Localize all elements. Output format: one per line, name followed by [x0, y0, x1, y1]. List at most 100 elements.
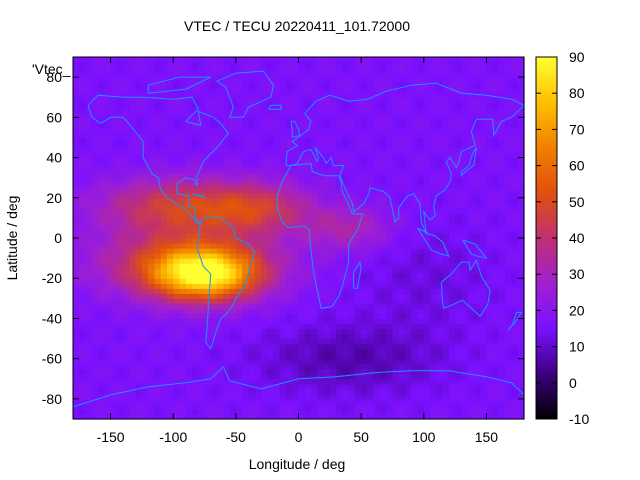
- heatmap-cell: [248, 348, 256, 355]
- heatmap-cell: [129, 368, 137, 375]
- heatmap-cell: [166, 162, 174, 169]
- heatmap-cell: [135, 348, 143, 355]
- heatmap-cell: [505, 288, 513, 294]
- heatmap-cell: [267, 268, 275, 274]
- heatmap-cell: [248, 413, 256, 420]
- heatmap-cell: [154, 328, 162, 335]
- heatmap-cell: [411, 248, 419, 254]
- heatmap-cell: [467, 152, 475, 159]
- heatmap-cell: [91, 403, 99, 410]
- heatmap-cell: [304, 92, 312, 98]
- heatmap-cell: [173, 67, 181, 73]
- heatmap-cell: [129, 172, 137, 179]
- heatmap-cell: [329, 192, 337, 199]
- heatmap-cell: [304, 62, 312, 68]
- heatmap-cell: [229, 288, 237, 294]
- heatmap-cell: [173, 393, 181, 400]
- heatmap-cell: [285, 87, 293, 93]
- heatmap-cell: [154, 232, 162, 239]
- heatmap-cell: [242, 343, 249, 350]
- heatmap-cell: [398, 348, 406, 355]
- heatmap-cell: [298, 363, 306, 370]
- heatmap-cell: [135, 328, 143, 335]
- heatmap-cell: [455, 313, 462, 320]
- heatmap-cell: [192, 348, 199, 355]
- heatmap-cell: [254, 283, 262, 289]
- heatmap-cell: [260, 217, 268, 224]
- heatmap-cell: [486, 137, 494, 144]
- heatmap-cell: [98, 383, 105, 390]
- heatmap-cell: [166, 298, 174, 304]
- heatmap-cell: [104, 408, 112, 415]
- heatmap-cell: [373, 258, 381, 264]
- heatmap-cell: [229, 283, 237, 289]
- heatmap-cell: [98, 147, 105, 154]
- heatmap-cell: [267, 177, 275, 184]
- heatmap-cell: [467, 333, 475, 340]
- heatmap-cell: [217, 333, 224, 340]
- heatmap-cell: [210, 157, 218, 164]
- heatmap-cell: [91, 333, 99, 340]
- heatmap-cell: [348, 142, 356, 149]
- heatmap-cell: [73, 137, 80, 144]
- heatmap-cell: [386, 137, 394, 144]
- heatmap-cell: [110, 258, 118, 264]
- heatmap-cell: [135, 398, 143, 405]
- heatmap-cell: [323, 122, 331, 128]
- heatmap-cell: [273, 243, 281, 249]
- heatmap-cell: [235, 293, 243, 299]
- heatmap-cell: [248, 398, 256, 405]
- heatmap-cell: [423, 313, 431, 320]
- heatmap-cell: [73, 293, 80, 299]
- heatmap-cell: [85, 343, 93, 350]
- heatmap-cell: [430, 152, 437, 159]
- heatmap-cell: [85, 107, 93, 113]
- heatmap-cell: [104, 318, 112, 325]
- heatmap-cell: [398, 62, 406, 68]
- heatmap-cell: [492, 162, 500, 169]
- heatmap-cell: [242, 117, 249, 123]
- heatmap-cell: [354, 162, 362, 169]
- heatmap-cell: [154, 142, 162, 149]
- heatmap-cell: [492, 142, 500, 149]
- heatmap-cell: [235, 177, 243, 184]
- heatmap-cell: [442, 348, 450, 355]
- heatmap-cell: [223, 388, 231, 395]
- heatmap-cell: [348, 243, 356, 249]
- heatmap-cell: [235, 82, 243, 88]
- heatmap-cell: [204, 273, 212, 279]
- heatmap-cell: [141, 263, 149, 269]
- heatmap-cell: [442, 388, 450, 395]
- heatmap-cell: [311, 117, 318, 123]
- heatmap-cell: [242, 122, 249, 128]
- heatmap-cell: [304, 393, 312, 400]
- heatmap-cell: [436, 212, 444, 219]
- heatmap-cell: [192, 57, 199, 63]
- heatmap-cell: [148, 137, 156, 144]
- heatmap-cell: [98, 62, 105, 68]
- heatmap-cell: [329, 258, 337, 264]
- heatmap-cell: [417, 313, 425, 320]
- heatmap-cell: [154, 97, 162, 103]
- heatmap-cell: [329, 298, 337, 304]
- heatmap-cell: [273, 393, 281, 400]
- heatmap-cell: [448, 268, 456, 274]
- heatmap-cell: [498, 388, 506, 395]
- heatmap-cell: [336, 383, 343, 390]
- heatmap-cell: [173, 278, 181, 284]
- heatmap-cell: [436, 152, 444, 159]
- heatmap-cell: [98, 172, 105, 179]
- heatmap-cell: [254, 338, 262, 345]
- heatmap-cell: [148, 62, 156, 68]
- heatmap-cell: [98, 187, 105, 194]
- heatmap-cell: [229, 293, 237, 299]
- heatmap-cell: [185, 132, 193, 139]
- heatmap-cell: [135, 207, 143, 214]
- heatmap-cell: [260, 162, 268, 169]
- heatmap-cell: [323, 127, 331, 134]
- heatmap-cell: [123, 253, 130, 259]
- heatmap-cell: [279, 308, 287, 315]
- heatmap-cell: [154, 127, 162, 134]
- heatmap-cell: [98, 217, 105, 224]
- heatmap-cell: [461, 82, 469, 88]
